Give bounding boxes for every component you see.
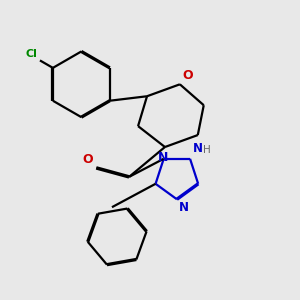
Text: H: H	[203, 145, 211, 155]
Text: Cl: Cl	[25, 49, 37, 59]
Text: O: O	[82, 153, 93, 167]
Text: O: O	[182, 69, 193, 82]
Text: N: N	[158, 151, 169, 164]
Text: N: N	[192, 142, 203, 155]
Text: N: N	[179, 201, 189, 214]
